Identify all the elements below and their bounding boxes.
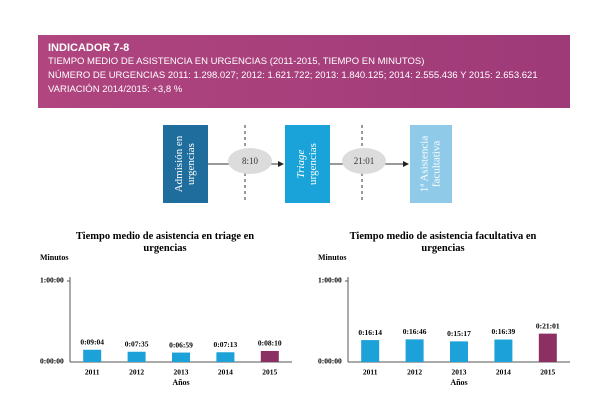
chart-title-box: Tiempo medio de asistencia facultativa e…	[349, 231, 537, 254]
x-tick-label: 2011	[363, 368, 378, 377]
x-tick-label: 2012	[129, 368, 144, 377]
time-label: 8:10	[242, 156, 259, 166]
time-bubble	[342, 148, 386, 174]
value-label: 0:16:39	[492, 327, 516, 336]
y-axis-label: Minutos	[318, 253, 346, 262]
box-label: Admisión en	[173, 135, 185, 192]
header-line: NÚMERO DE URGENCIAS 2011: 1.298.027; 201…	[48, 70, 538, 81]
value-label: 0:06:59	[169, 340, 193, 349]
y-axis-label: Minutos	[40, 253, 68, 262]
time-label: 21:01	[354, 156, 375, 166]
value-label: 0:07:13	[214, 340, 238, 349]
time-bubble	[228, 148, 272, 174]
value-label: 0:16:14	[358, 328, 382, 337]
x-tick-label: 2011	[85, 368, 100, 377]
value-label: 0:07:35	[125, 339, 149, 348]
x-tick-label: 2012	[407, 368, 422, 377]
x-tick-label: 2015	[262, 368, 277, 377]
bar	[450, 341, 468, 362]
y-tick-label: 1:00:00	[40, 276, 64, 285]
x-tick-label: 2015	[540, 368, 555, 377]
bar	[494, 339, 513, 362]
box	[163, 125, 208, 203]
value-label: 0:16:46	[403, 327, 427, 336]
x-tick-label: 2014	[218, 368, 233, 377]
x-axis-label: Años	[450, 378, 467, 387]
bar	[127, 351, 146, 362]
y-tick-label: 0:00:00	[40, 357, 64, 366]
bar	[216, 352, 235, 362]
box-label: 1ª Asistencia	[419, 136, 431, 193]
header-title: INDICADOR 7-8	[48, 42, 130, 54]
diagram	[163, 125, 452, 203]
value-label: 0:15:17	[447, 329, 471, 338]
x-tick-label: 2013	[452, 368, 467, 377]
value-label: 0:08:10	[258, 339, 282, 348]
chart-title-box: Tiempo medio de asistencia en triage en …	[75, 231, 255, 254]
bar	[260, 350, 279, 362]
x-axis-label: Años	[172, 378, 189, 387]
y-tick-label: 1:00:00	[318, 276, 342, 285]
x-tick-label: 2013	[174, 368, 189, 377]
bar	[538, 333, 557, 362]
bar	[405, 339, 424, 362]
chart-title: Tiempo medio de asistencia facultativa e…	[349, 231, 537, 254]
bar	[361, 340, 380, 362]
bar	[83, 349, 102, 362]
box-label: urgencias	[307, 143, 319, 185]
box-label: urgencias	[185, 143, 197, 185]
value-label: 0:09:04	[80, 337, 104, 346]
header-line: TIEMPO MEDIO DE ASISTENCIA EN URGENCIAS …	[48, 56, 425, 67]
box	[410, 125, 452, 203]
x-tick-label: 2014	[496, 368, 511, 377]
header: INDICADOR 7-8 TIEMPO MEDIO DE ASISTENCIA…	[38, 35, 570, 108]
chart-title: Tiempo medio de asistencia en triage en …	[75, 231, 255, 254]
y-tick-label: 0:00:00	[318, 357, 342, 366]
header-line: VARIACIÓN 2014/2015: +3,8 %	[48, 84, 183, 95]
box	[285, 125, 330, 203]
bar	[172, 352, 190, 362]
box-label: facultativa	[431, 141, 443, 188]
box-label: Triage	[295, 150, 307, 179]
value-label: 0:21:01	[536, 321, 560, 330]
